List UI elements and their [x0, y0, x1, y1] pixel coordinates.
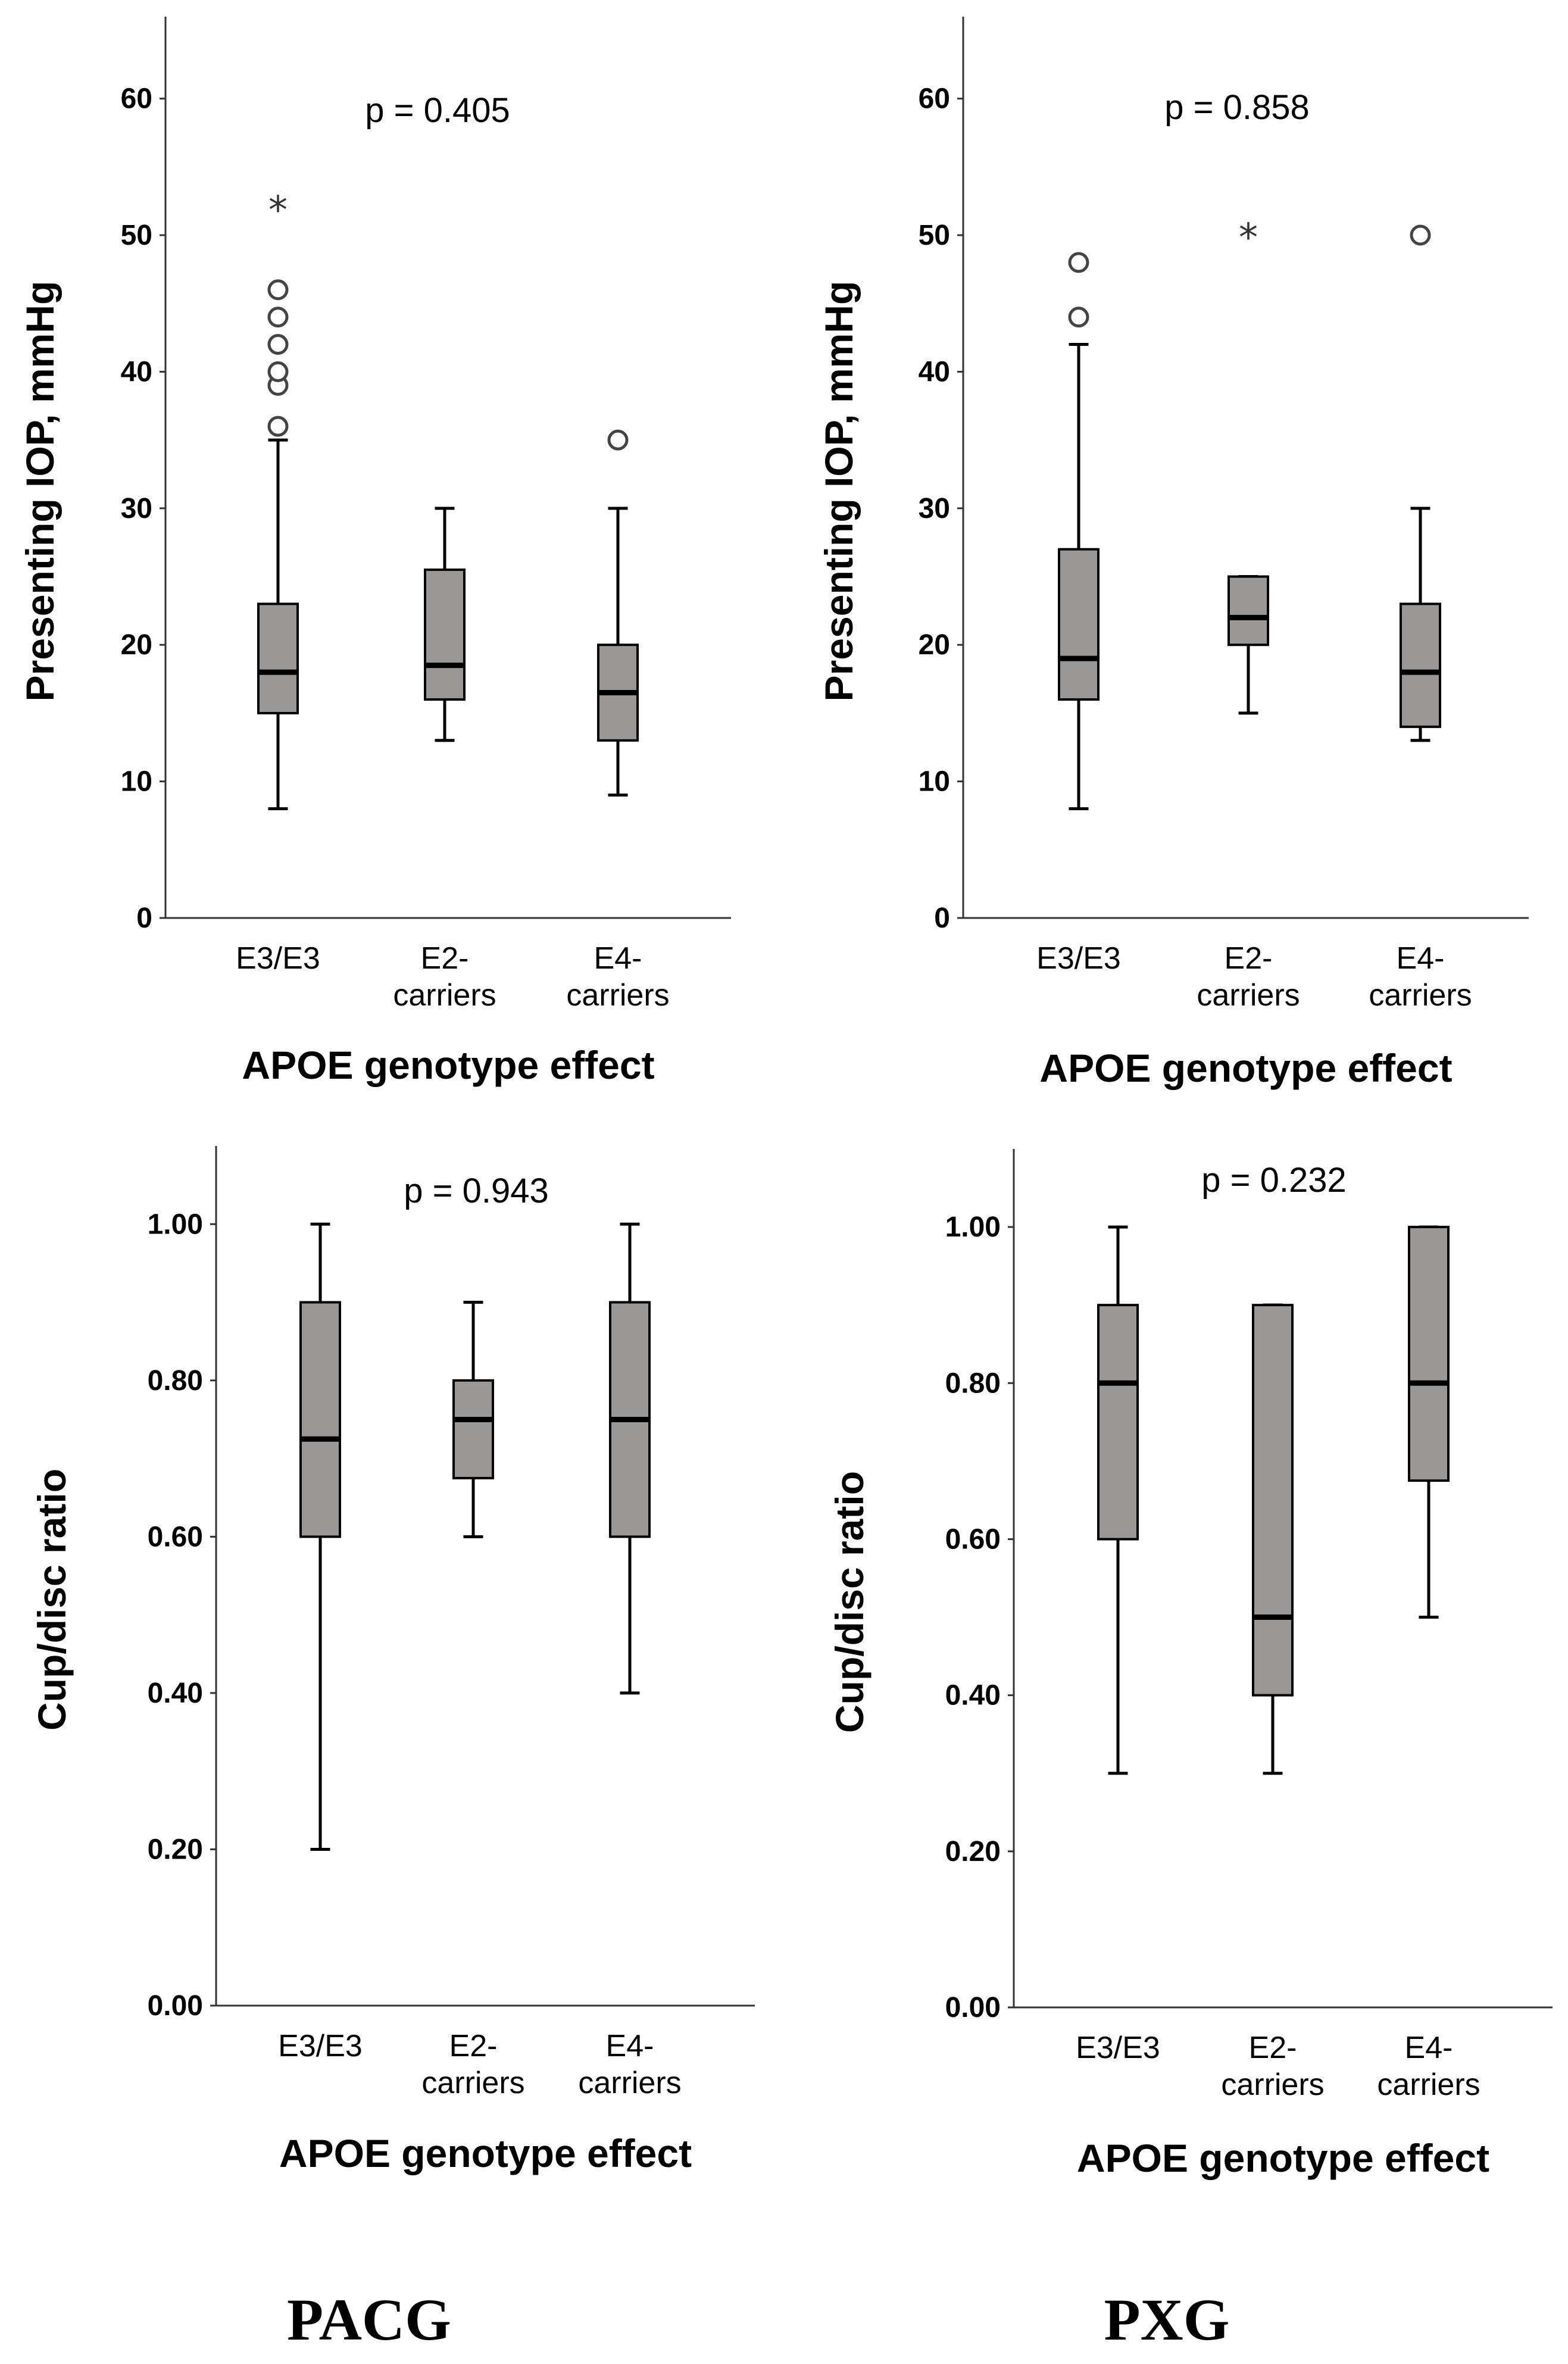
y-tick-label: 0.20 — [945, 1836, 1001, 1868]
y-tick-label: 0.60 — [148, 1521, 203, 1553]
x-axis-title: APOE genotype effect — [279, 2131, 692, 2175]
group-label-right: PXG — [1104, 2287, 1229, 2353]
y-tick-label: 1.00 — [148, 1208, 203, 1240]
box-iqr — [1400, 602, 1441, 728]
y-tick-label: 0.20 — [148, 1834, 203, 1865]
y-tick-label: 10 — [919, 766, 950, 798]
y-tick-label: 30 — [919, 493, 950, 524]
outlier-point — [267, 279, 289, 301]
x-tick-label: carriers — [421, 2066, 524, 2100]
extreme-point: * — [268, 189, 288, 233]
x-tick-label: carriers — [1369, 978, 1472, 1013]
p-value-annotation: p = 0.858 — [1164, 88, 1310, 127]
x-tick-label: carriers — [1377, 2068, 1480, 2102]
outlier-point — [1068, 252, 1089, 273]
box-iqr — [257, 602, 299, 714]
outlier-point — [1068, 307, 1089, 328]
box-iqr — [1097, 1304, 1139, 1541]
y-tick-label: 0.40 — [148, 1678, 203, 1709]
y-axis-title: Cup/disc ratio — [30, 1469, 74, 1731]
y-tick-label: 60 — [919, 83, 950, 115]
y-tick-label: 0 — [934, 902, 950, 934]
box-iqr — [424, 569, 466, 701]
x-tick-label: carriers — [1197, 978, 1300, 1013]
x-tick-label: E4- — [1405, 2031, 1453, 2065]
box-iqr — [299, 1301, 341, 1538]
x-tick-label: E4- — [594, 941, 642, 976]
y-tick-label: 60 — [121, 83, 152, 115]
x-tick-label: E3/E3 — [278, 2029, 363, 2063]
y-tick-label: 0.80 — [945, 1367, 1001, 1399]
y-tick-label: 0.80 — [148, 1365, 203, 1397]
y-tick-label: 10 — [121, 766, 152, 798]
x-tick-label: carriers — [578, 2066, 681, 2100]
x-tick-label: carriers — [566, 978, 669, 1013]
x-tick-label: carriers — [1221, 2068, 1324, 2102]
y-tick-label: 50 — [121, 220, 152, 251]
y-tick-label: 0.00 — [945, 1992, 1001, 2023]
x-tick-label: E3/E3 — [236, 941, 320, 976]
x-tick-label: E2- — [421, 941, 469, 976]
outlier-point — [267, 416, 289, 437]
outlier-point — [607, 429, 629, 451]
y-tick-label: 1.00 — [945, 1211, 1001, 1243]
p-value-annotation: p = 0.943 — [404, 1172, 549, 1210]
y-tick-label: 20 — [121, 629, 152, 661]
y-axis-title: Presenting IOP, mmHg — [18, 281, 62, 702]
outlier-point — [1410, 224, 1431, 246]
x-axis-title: APOE genotype effect — [242, 1043, 654, 1087]
extreme-point: * — [1239, 216, 1258, 260]
x-tick-label: E4- — [1397, 941, 1445, 976]
box-iqr — [1252, 1304, 1294, 1697]
x-tick-label: E2- — [449, 2029, 498, 2063]
outlier-point — [267, 334, 289, 355]
x-tick-label: E3/E3 — [1036, 941, 1121, 976]
x-tick-label: E2- — [1225, 941, 1273, 976]
y-tick-label: 20 — [919, 629, 950, 661]
x-tick-label: carriers — [393, 978, 496, 1013]
x-axis-title: APOE genotype effect — [1039, 1046, 1452, 1090]
p-value-annotation: p = 0.405 — [365, 91, 510, 130]
group-label-left: PACG — [287, 2287, 451, 2353]
x-tick-label: E4- — [606, 2029, 654, 2063]
outlier-point — [267, 307, 289, 328]
box-iqr — [1227, 575, 1269, 647]
y-tick-label: 0.60 — [945, 1523, 1001, 1555]
y-tick-label: 50 — [919, 220, 950, 251]
x-tick-label: E2- — [1249, 2031, 1297, 2065]
outlier-point — [267, 361, 289, 382]
y-tick-label: 0.40 — [945, 1680, 1001, 1712]
p-value-annotation: p = 0.232 — [1201, 1161, 1347, 1200]
y-axis-title: Presenting IOP, mmHg — [817, 281, 861, 702]
box-iqr — [1058, 548, 1100, 701]
x-tick-label: E3/E3 — [1076, 2031, 1160, 2065]
y-axis-title: Cup/disc ratio — [827, 1471, 872, 1733]
box-iqr — [452, 1379, 494, 1479]
y-tick-label: 0 — [136, 902, 152, 934]
x-axis-title: APOE genotype effect — [1077, 2136, 1489, 2180]
y-tick-label: 0.00 — [148, 1990, 203, 2022]
y-tick-label: 40 — [919, 356, 950, 388]
y-tick-label: 40 — [121, 356, 152, 388]
y-tick-label: 30 — [121, 493, 152, 524]
box-iqr — [1408, 1226, 1450, 1482]
